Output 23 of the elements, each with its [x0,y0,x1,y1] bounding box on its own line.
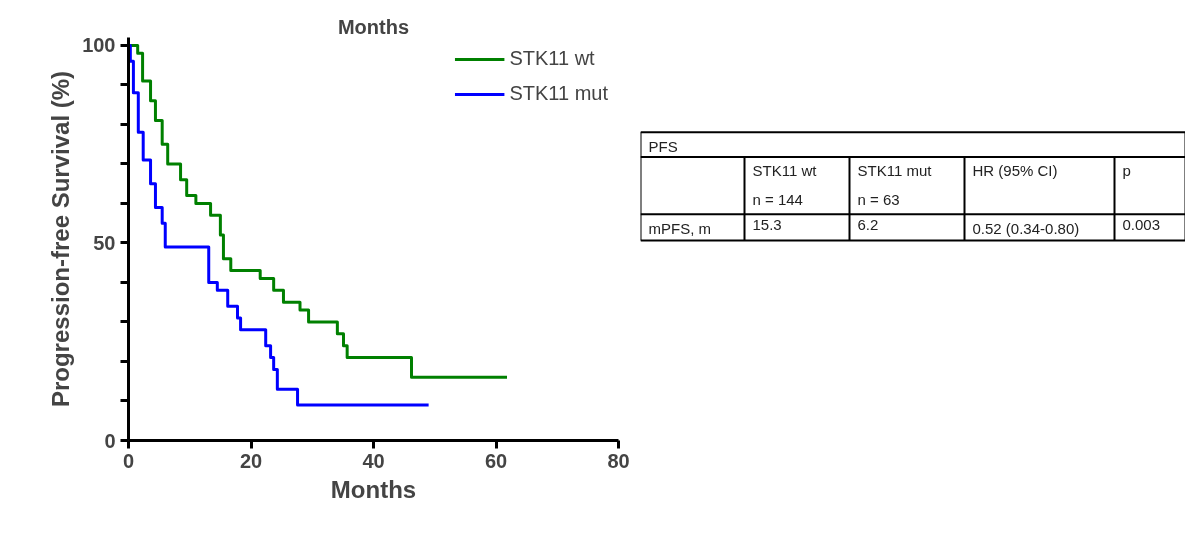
legend-label: STK11 wt [509,47,595,70]
text: PFS [648,137,678,155]
text: 0.52 (0.34-0.80) [972,219,1080,237]
text: HR (95% CI) [972,162,1058,180]
text: 15.3 [752,215,782,233]
x-tick-label: 0 [122,449,135,472]
text: mPFS, m [648,219,711,237]
text: 6.2 [857,215,879,233]
x-tick-label: 20 [239,449,263,472]
x-tick-label: 60 [484,449,508,472]
y-axis-title: Progression-free Survival (%) [47,70,75,408]
y-tick-label: 100 [82,34,116,57]
text: p [1122,162,1131,180]
text: STK11 mut n = 63 [857,162,933,209]
text: STK11 wt n = 144 [752,162,818,209]
chart-title: Months [337,15,410,38]
x-tick-label: 40 [362,449,385,472]
x-axis-title: Months [330,475,417,503]
legend-label: STK11 mut [509,82,608,105]
x-tick-label: 80 [607,449,630,472]
y-tick-label: 0 [104,429,116,452]
y-tick-label: 50 [93,231,116,254]
text: 0.003 [1122,215,1161,233]
